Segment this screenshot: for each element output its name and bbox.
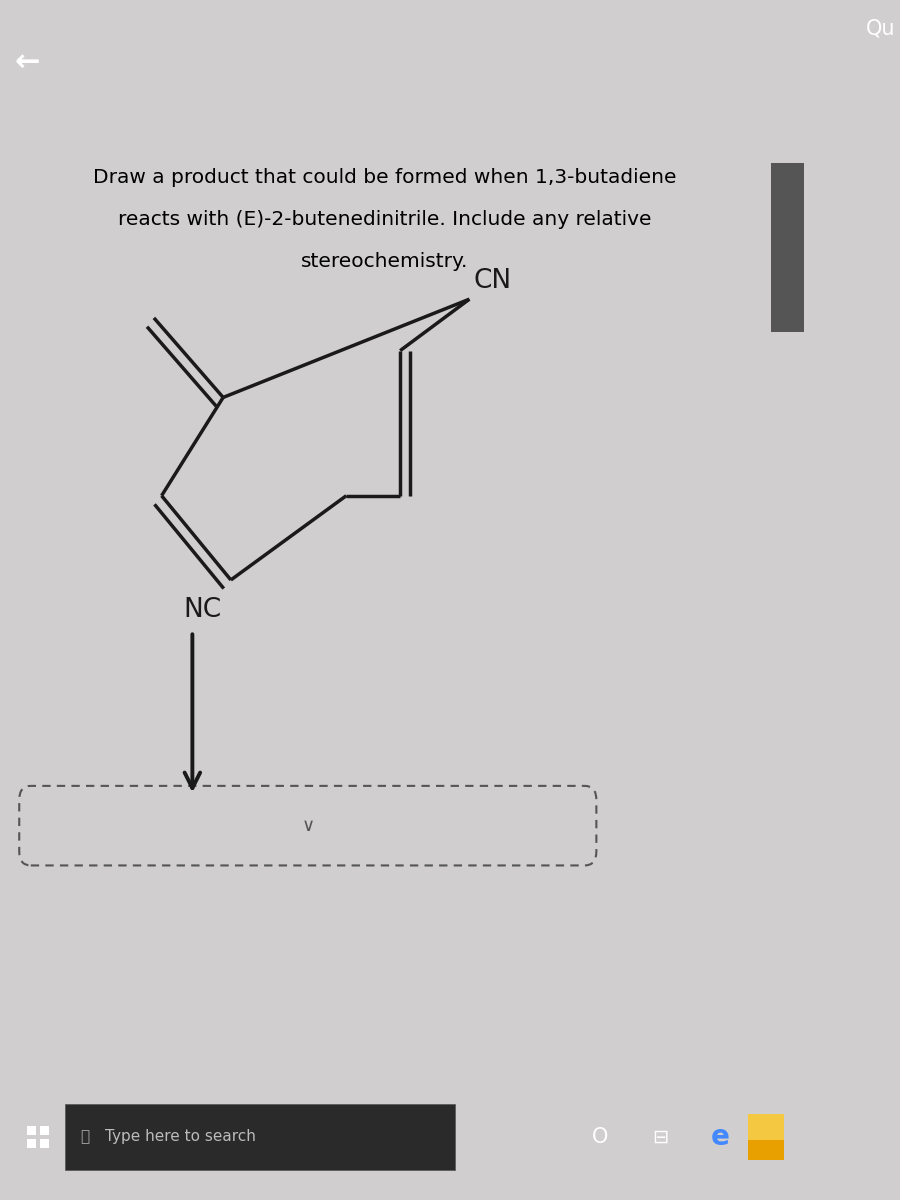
Bar <box>40 1126 49 1135</box>
Text: 🔍: 🔍 <box>80 1129 90 1145</box>
Text: ⊟: ⊟ <box>652 1128 668 1146</box>
Text: NC: NC <box>184 596 221 623</box>
Bar <box>27 1126 36 1135</box>
Text: reacts with (E)-2-butenedinitrile. Include any relative: reacts with (E)-2-butenedinitrile. Inclu… <box>118 210 652 229</box>
Text: ←: ← <box>14 48 40 78</box>
Bar <box>748 1114 784 1160</box>
Text: Type here to search: Type here to search <box>105 1129 256 1145</box>
Text: ∨: ∨ <box>302 817 314 835</box>
Bar <box>65 1104 455 1170</box>
Text: e: e <box>711 1123 729 1151</box>
Bar <box>748 1114 784 1140</box>
Text: Qu: Qu <box>866 19 896 38</box>
Bar <box>40 1139 49 1148</box>
Text: O: O <box>592 1127 608 1147</box>
Text: stereochemistry.: stereochemistry. <box>302 252 468 271</box>
Bar <box>27 1139 36 1148</box>
Text: CN: CN <box>473 269 511 294</box>
Text: Draw a product that could be formed when 1,3-butadiene: Draw a product that could be formed when… <box>93 168 677 187</box>
Bar <box>771 163 804 332</box>
